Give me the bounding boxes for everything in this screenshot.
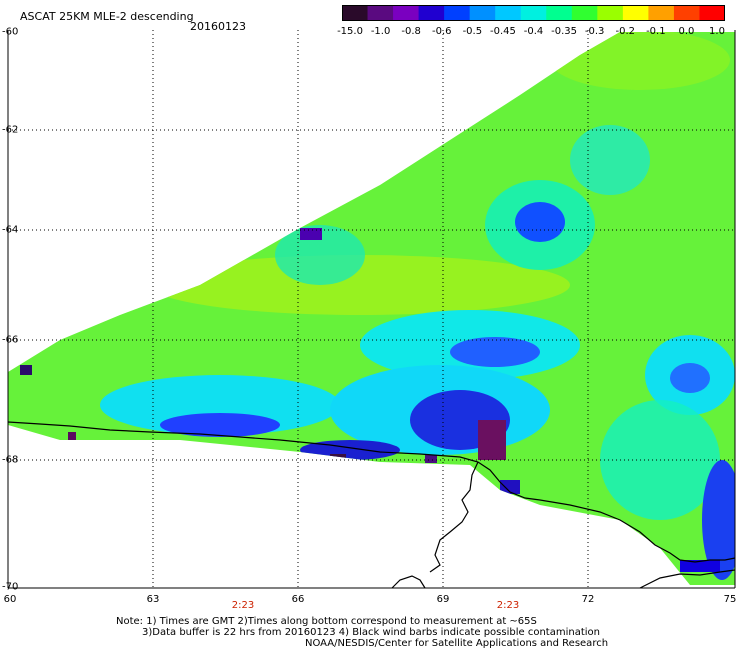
lon-label: 72 xyxy=(581,594,595,605)
color-scale-label: 0.0 xyxy=(678,26,695,37)
lon-label: 63 xyxy=(146,594,160,605)
map-date: 20160123 xyxy=(190,20,246,33)
color-scale-swatch xyxy=(520,5,547,21)
graticule xyxy=(8,30,735,588)
color-scale-swatch xyxy=(571,5,598,21)
color-scale-swatch xyxy=(469,5,496,21)
color-scale-label: -15.0 xyxy=(337,26,363,37)
color-scale-label: -0.5 xyxy=(462,26,483,37)
color-scale-swatch xyxy=(597,5,624,21)
lon-label: 66 xyxy=(291,594,305,605)
coastline-island xyxy=(391,575,426,589)
lat-label: -70 xyxy=(2,581,19,593)
color-scale-swatch xyxy=(342,5,369,21)
color-scale-swatch xyxy=(367,5,394,21)
color-scale-label: -0.35 xyxy=(551,26,578,37)
color-scale-label: -0.3 xyxy=(584,26,605,37)
note-line-1: Note: 1) Times are GMT 2)Times along bot… xyxy=(116,616,537,627)
color-scale-label: -0.1 xyxy=(646,26,666,37)
color-scale-label: 1.0 xyxy=(709,26,725,37)
color-scale-swatch xyxy=(699,5,725,21)
color-scale-swatch xyxy=(393,5,420,21)
lat-label: -62 xyxy=(2,124,19,136)
note-line-3: NOAA/NESDIS/Center for Satellite Applica… xyxy=(305,638,609,649)
swath-field xyxy=(8,32,735,585)
color-scale-label: -1.0 xyxy=(370,26,391,37)
lat-label: -68 xyxy=(2,454,19,466)
lon-label: 75 xyxy=(723,594,737,605)
color-scale-swatch xyxy=(673,5,701,21)
color-scale-bar xyxy=(342,5,725,21)
map-frame xyxy=(7,30,736,589)
pass-time-label: 2:23 xyxy=(231,600,255,611)
lat-label: -64 xyxy=(2,224,19,236)
map-title: ASCAT 25KM MLE-2 descending xyxy=(20,10,194,23)
lon-label: 69 xyxy=(436,594,450,605)
coastline xyxy=(7,421,736,563)
lat-label: -66 xyxy=(2,334,19,346)
note-line-2: 3)Data buffer is 22 hrs from 20160123 4)… xyxy=(142,627,600,638)
lat-label: -60 xyxy=(2,26,19,38)
color-scale-swatch xyxy=(546,5,573,21)
color-scale-label: -0.6 xyxy=(431,26,452,37)
color-scale-swatch xyxy=(495,5,522,21)
color-scale-swatch xyxy=(418,5,445,21)
color-scale-label: -0.4 xyxy=(523,26,544,37)
color-scale-label: -0.2 xyxy=(615,26,636,37)
lon-label: 60 xyxy=(3,594,17,605)
color-scale-label: -0.8 xyxy=(401,26,421,37)
color-scale-swatch xyxy=(622,5,649,21)
pass-time-label: 2:23 xyxy=(496,600,520,611)
coastline-east xyxy=(639,569,736,589)
color-scale-swatch xyxy=(444,5,471,21)
color-scale-label: -0.45 xyxy=(489,26,516,37)
coastline-inlet xyxy=(429,461,479,573)
color-scale-swatch xyxy=(648,5,675,21)
